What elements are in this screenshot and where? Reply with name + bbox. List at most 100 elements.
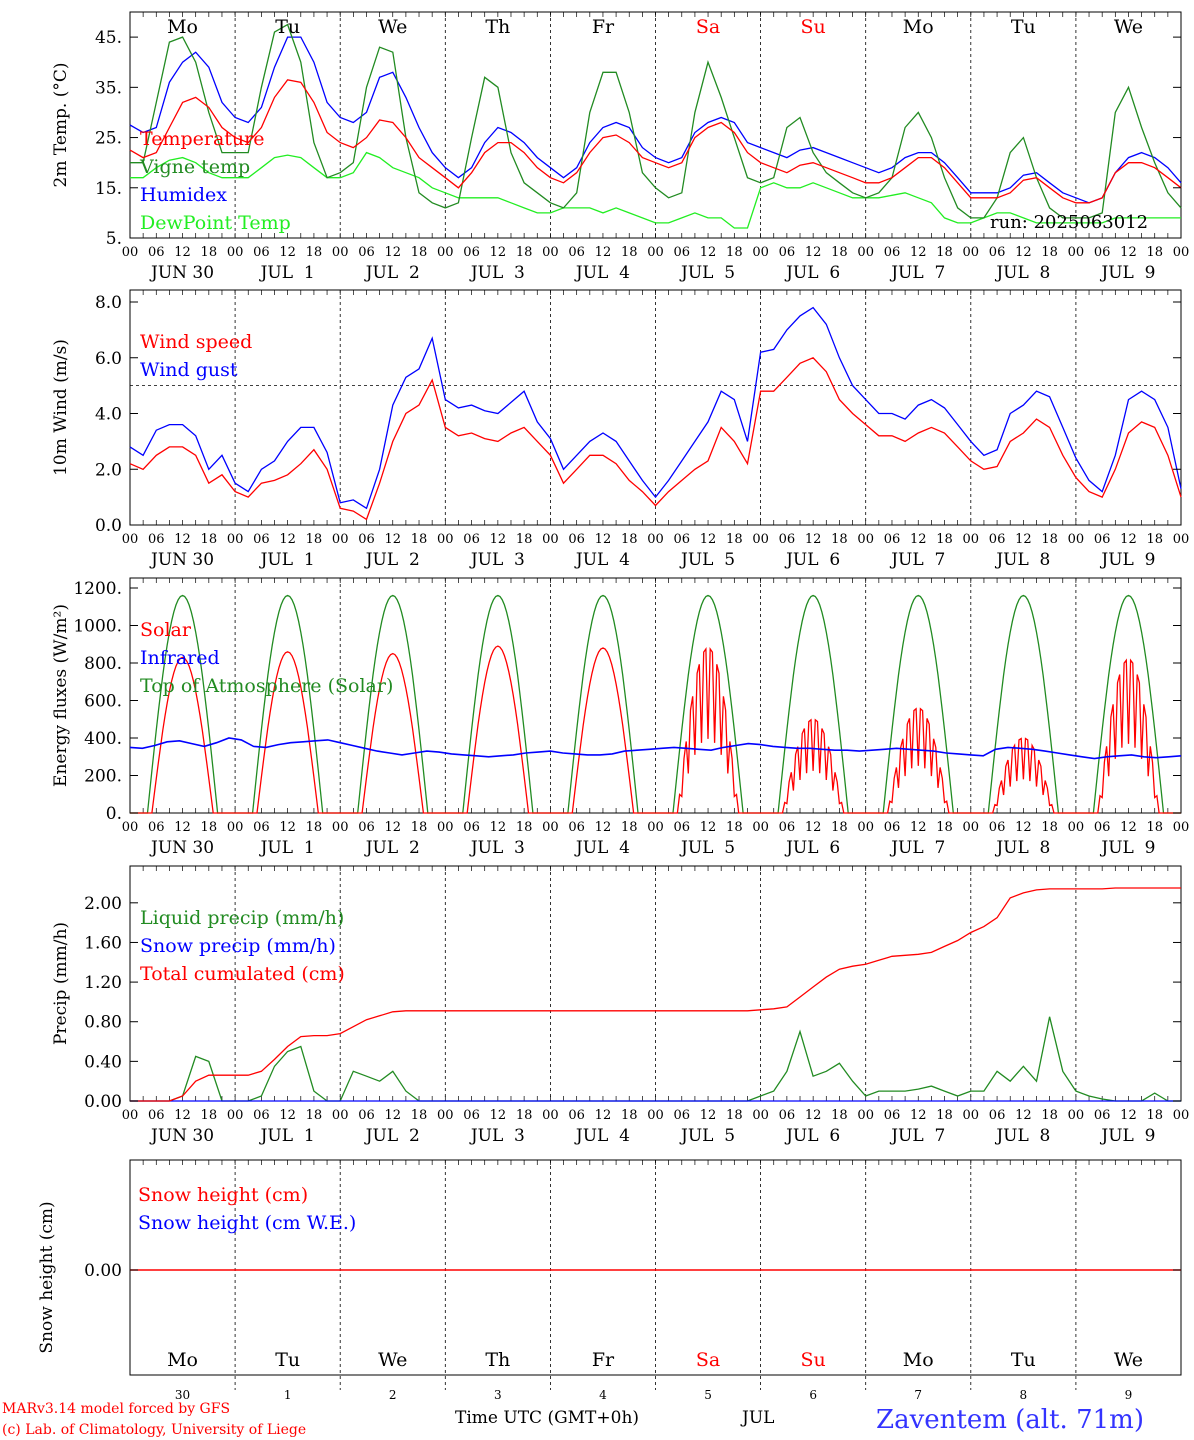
legend-entry: Vigne temp	[139, 156, 250, 178]
legend-entry: Solar	[140, 619, 192, 641]
hour-tick-label: 18	[1041, 820, 1058, 835]
hour-tick-label: 18	[411, 245, 428, 260]
time-axis-label: Time UTC (GMT+0h)	[455, 1408, 639, 1428]
y-tick-label: 0.	[106, 804, 122, 824]
hour-tick-label: 00	[857, 820, 874, 835]
panel-energy: 0. 200. 400. 600. 800. 1000. 1200.Energy fluxe…	[51, 577, 1190, 858]
hour-tick-label: 12	[910, 532, 927, 547]
weekday-label: Sa	[696, 16, 720, 38]
hour-tick-label: 00	[542, 245, 559, 260]
hour-tick-label: 00	[437, 820, 454, 835]
weekday-label: We	[378, 1349, 407, 1371]
day-number-label: 8	[1020, 1388, 1028, 1402]
hour-tick-label: 06	[989, 1108, 1006, 1123]
hour-tick-label: 00	[122, 820, 139, 835]
hour-tick-label: 18	[516, 245, 533, 260]
date-label: JUL 4	[574, 838, 630, 858]
hour-tick-label: 06	[1094, 245, 1111, 260]
hour-tick-label: 06	[674, 245, 691, 260]
y-tick-label: 15.	[95, 179, 122, 199]
hour-tick-label: 18	[1146, 1108, 1163, 1123]
y-axis-label: Energy fluxes (W/m²)	[51, 604, 71, 787]
date-label: JUL 1	[259, 1126, 315, 1146]
weekday-label: Sa	[696, 1349, 720, 1371]
hour-tick-label: 00	[647, 245, 664, 260]
hour-tick-label: 06	[463, 1108, 480, 1123]
legend-entry: Infrared	[140, 647, 220, 669]
date-label: JUL 2	[364, 550, 420, 570]
date-label: JUL 6	[784, 1126, 840, 1146]
date-label: JUN 30	[149, 263, 214, 283]
hour-tick-label: 06	[884, 532, 901, 547]
date-label: JUL 5	[679, 838, 735, 858]
weekday-label: Th	[485, 1349, 510, 1371]
hour-tick-label: 12	[1120, 532, 1137, 547]
hour-tick-label: 18	[306, 532, 323, 547]
hour-tick-label: 00	[122, 245, 139, 260]
date-label: JUL 7	[889, 1126, 945, 1146]
hour-tick-label: 18	[201, 820, 218, 835]
panel-temperature: 5. 15. 25. 35. 45. 2m Temp. (°C) Mo Tu We Th Fr Sa S…	[51, 11, 1189, 283]
legend-entry: Snow height (cm W.E.)	[138, 1212, 356, 1234]
hour-tick-label: 12	[1015, 1108, 1032, 1123]
hour-tick-label: 18	[201, 532, 218, 547]
hour-tick-label: 18	[621, 245, 638, 260]
hour-tick-label: 18	[726, 820, 743, 835]
day-number-label: 4	[599, 1388, 607, 1402]
date-label: JUL 5	[679, 550, 735, 570]
hour-tick-label: 00	[857, 1108, 874, 1123]
hour-tick-label: 12	[1015, 532, 1032, 547]
hour-tick-label: 06	[1094, 532, 1111, 547]
hour-tick-label: 00	[1173, 820, 1190, 835]
date-label: JUL 2	[364, 838, 420, 858]
hour-tick-label: 12	[490, 820, 507, 835]
date-label: JUL 6	[784, 838, 840, 858]
hour-tick-label: 18	[411, 1108, 428, 1123]
date-label: JUL 7	[889, 263, 945, 283]
hour-tick-label: 00	[332, 532, 349, 547]
y-tick-label: 5.	[106, 229, 122, 249]
hour-tick-label: 06	[568, 532, 585, 547]
y-tick-label: 1200.	[73, 579, 122, 599]
hour-tick-label: 00	[857, 245, 874, 260]
date-label: JUL 5	[679, 263, 735, 283]
hour-tick-label: 00	[752, 1108, 769, 1123]
date-label: JUL 3	[469, 1126, 525, 1146]
legend-entry: DewPoint Temp	[140, 212, 291, 234]
hour-tick-label: 18	[936, 532, 953, 547]
footer-model-credit: MARv3.14 model forced by GFS	[2, 1401, 230, 1417]
hour-tick-label: 00	[1068, 532, 1085, 547]
hour-tick-label: 12	[384, 820, 401, 835]
hour-tick-label: 00	[227, 1108, 244, 1123]
weekday-label: Tu	[275, 1349, 300, 1371]
hour-tick-label: 12	[700, 820, 717, 835]
hour-tick-label: 12	[805, 532, 822, 547]
hour-tick-label: 12	[910, 820, 927, 835]
hour-tick-label: 00	[1068, 245, 1085, 260]
series-line	[130, 645, 1181, 814]
y-tick-label: 6.0	[95, 349, 122, 369]
hour-tick-label: 18	[936, 820, 953, 835]
date-label: JUL 9	[1099, 1126, 1155, 1146]
day-number-label: 5	[704, 1388, 712, 1402]
hour-tick-label: 00	[647, 820, 664, 835]
legend-entry: Top of Atmosphere (Solar)	[140, 675, 393, 697]
legend-entry: Temperature	[140, 128, 264, 150]
hour-tick-label: 06	[253, 1108, 270, 1123]
hour-tick-label: 06	[148, 1108, 165, 1123]
hour-tick-label: 18	[936, 1108, 953, 1123]
legend-entry: Snow precip (mm/h)	[140, 935, 336, 957]
hour-tick-label: 00	[647, 532, 664, 547]
hour-tick-label: 00	[437, 1108, 454, 1123]
hour-tick-label: 00	[122, 532, 139, 547]
hour-tick-label: 06	[779, 245, 796, 260]
hour-tick-label: 12	[174, 1108, 191, 1123]
hour-tick-label: 06	[779, 532, 796, 547]
hour-tick-label: 12	[279, 532, 296, 547]
hour-tick-label: 18	[306, 245, 323, 260]
hour-tick-label: 06	[779, 1108, 796, 1123]
y-tick-label: 25.	[95, 129, 122, 149]
date-label: JUL 6	[784, 550, 840, 570]
hour-tick-label: 00	[542, 1108, 559, 1123]
station-title: Zaventem (alt. 71m)	[876, 1405, 1144, 1435]
